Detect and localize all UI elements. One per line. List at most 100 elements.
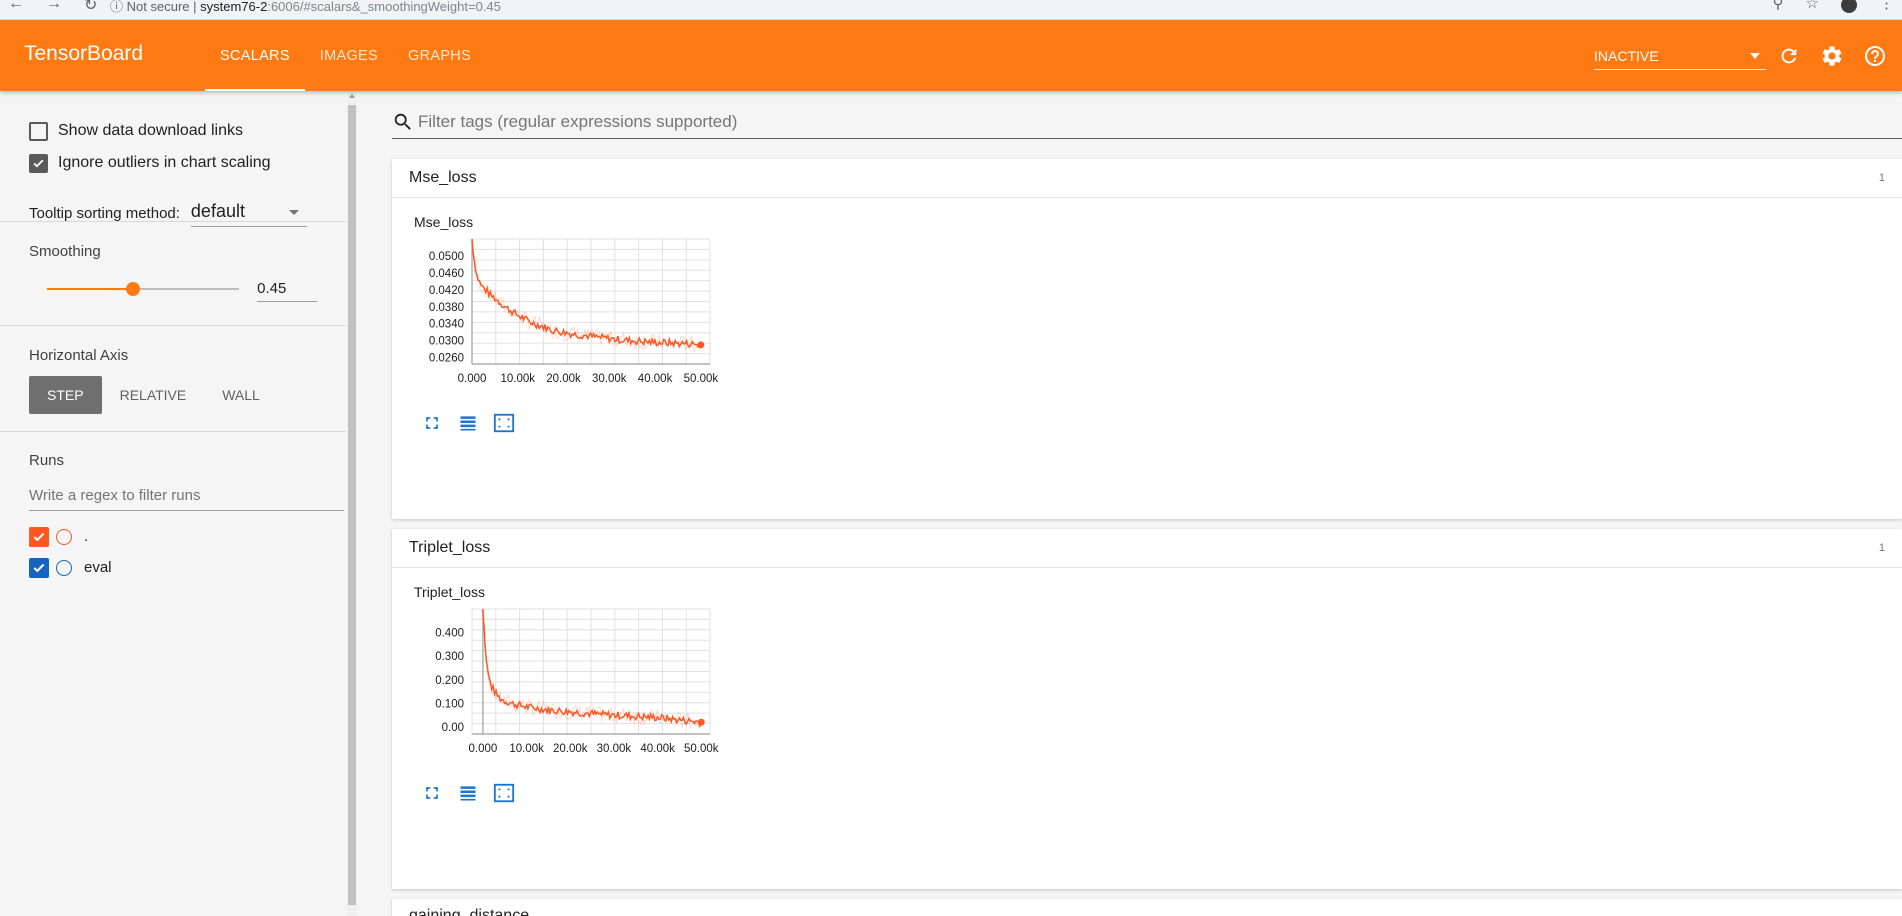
scalar-card-partial: gaining_distance [392, 899, 1902, 916]
series-last-point [697, 341, 705, 349]
show-download-links-label: Show data download links [58, 122, 244, 139]
series-last-point [697, 718, 705, 726]
ignore-outliers-label: Ignore outliers in chart scaling [58, 154, 271, 171]
axis-step-button[interactable]: STEP [29, 376, 102, 414]
fit-domain-icon[interactable] [492, 411, 516, 435]
smoothing-slider-handle[interactable] [126, 282, 141, 296]
tab-scalars[interactable]: SCALARS [205, 20, 305, 91]
series-line [471, 239, 702, 349]
show-download-links-checkbox[interactable] [29, 121, 48, 141]
x-tick-label: 10.00k [501, 373, 536, 385]
y-tick-label: 0.0340 [429, 319, 464, 331]
chevron-down-icon [288, 210, 299, 215]
card-header[interactable]: Triplet_loss 1 [392, 529, 1902, 568]
ignore-outliers-checkbox[interactable] [29, 153, 48, 173]
ignore-outliers-row[interactable]: Ignore outliers in chart scaling [29, 147, 317, 179]
smoothing-value-input[interactable]: 0.45 [257, 276, 317, 302]
tooltip-sorting-value: default [190, 201, 245, 221]
card-count: 1 [1878, 542, 1885, 554]
star-icon[interactable]: ☆ [1805, 0, 1819, 12]
avatar[interactable] [1841, 0, 1857, 13]
chart-grid [471, 608, 711, 735]
card-title: Mse_loss [409, 169, 477, 186]
y-tick-label: 0.200 [435, 675, 464, 687]
smoothing-label: Smoothing [29, 243, 101, 260]
mse-loss-chart[interactable]: 0.000 10.00k 20.00k 30.00k 40.00k 50.00k 0.026… [392, 229, 752, 394]
card-count: 1 [1878, 172, 1885, 184]
tab-bar: SCALARS IMAGES GRAPHS [205, 20, 486, 91]
sidebar-scrollbar[interactable] [347, 91, 357, 916]
y-tick-label: 0.00 [442, 722, 464, 734]
scrollbar-thumb[interactable] [348, 105, 356, 905]
x-tick-label: 40.00k [638, 373, 673, 385]
run-item[interactable]: eval [29, 552, 317, 583]
y-tick-label: 0.100 [435, 698, 464, 710]
run-item[interactable]: . [29, 521, 317, 552]
help-icon[interactable] [1861, 42, 1889, 70]
toggle-log-scale-icon[interactable] [456, 781, 480, 805]
series-line [482, 609, 702, 728]
menu-dots-icon[interactable]: ⋮ [1879, 0, 1894, 12]
y-tick-label: 0.400 [435, 628, 464, 640]
scroll-up-icon[interactable] [349, 94, 355, 98]
run-checkbox[interactable] [29, 557, 49, 578]
card-title: gaining_distance [409, 907, 530, 916]
chart-toolbar [420, 781, 516, 805]
checkmark-icon [33, 159, 44, 168]
runs-filter-input[interactable]: Write a regex to filter runs [29, 481, 344, 511]
y-tick-label: 0.0380 [429, 302, 464, 314]
show-download-links-row[interactable]: Show data download links [29, 115, 317, 147]
browser-right-icons: ⚲ ☆ ⋮ [1773, 0, 1894, 13]
smoothing-slider-fill [47, 288, 134, 290]
tag-filter[interactable]: Filter tags (regular expressions support… [392, 105, 1902, 139]
x-tick-label: 50.00k [684, 743, 719, 755]
x-tick-label: 20.00k [546, 373, 581, 385]
checkmark-icon [33, 532, 45, 541]
x-tick-label: 20.00k [553, 743, 588, 755]
chart-title: Triplet_loss [414, 584, 486, 600]
brand-title: TensorBoard [24, 42, 144, 65]
y-tick-label: 0.0260 [429, 353, 464, 365]
security-label: Not secure [126, 0, 190, 14]
run-color-swatch [56, 528, 72, 545]
refresh-icon[interactable] [1775, 42, 1803, 70]
x-tick-label: 0.000 [458, 373, 487, 385]
card-header[interactable]: Mse_loss 1 [392, 159, 1902, 198]
fullscreen-icon[interactable] [420, 411, 444, 435]
tab-graphs[interactable]: GRAPHS [408, 47, 472, 64]
horizontal-axis-label: Horizontal Axis [29, 347, 129, 364]
run-checkbox[interactable] [29, 526, 49, 547]
url-host: system76-2 [200, 0, 268, 14]
run-name: . [84, 528, 89, 545]
tooltip-sorting-label: Tooltip sorting method: [29, 204, 180, 222]
reload-icon[interactable]: ↻ [84, 0, 98, 14]
address-bar[interactable]: ⓘ Not secure | system76-2:6006/#scalars&… [110, 0, 501, 14]
back-icon[interactable]: ← [8, 0, 24, 12]
fullscreen-icon[interactable] [420, 781, 444, 805]
fit-domain-icon[interactable] [492, 781, 516, 805]
card-header[interactable]: gaining_distance [392, 899, 1902, 916]
zoom-icon[interactable]: ⚲ [1772, 0, 1784, 12]
tab-images[interactable]: IMAGES [319, 47, 378, 64]
y-tick-label: 0.300 [435, 651, 464, 663]
search-icon [394, 113, 411, 130]
horizontal-axis-section: Horizontal Axis STEP RELATIVE WALL [0, 326, 346, 432]
y-tick-label: 0.0500 [429, 251, 464, 263]
inactive-dashboard-select[interactable]: INACTIVE [1594, 46, 1766, 70]
axis-relative-button[interactable]: RELATIVE [119, 387, 187, 403]
scalar-card: Mse_loss 1 Mse_loss 0.000 10.00k 20.00k 30.… [392, 159, 1902, 519]
axis-wall-button[interactable]: WALL [222, 387, 260, 403]
smoothing-section: Smoothing 0.45 [0, 222, 346, 326]
toggle-log-scale-icon[interactable] [456, 411, 480, 435]
settings-icon[interactable] [1818, 42, 1846, 70]
x-tick-label: 0.000 [469, 743, 498, 755]
smoothing-slider[interactable] [47, 282, 240, 296]
runs-label: Runs [29, 452, 65, 469]
tooltip-sorting-dropdown[interactable]: default [190, 199, 307, 227]
app-header: TensorBoard SCALARS IMAGES GRAPHS INACTI… [0, 20, 1902, 91]
card-title: Triplet_loss [409, 539, 491, 556]
triplet-loss-chart[interactable]: 0.000 10.00k 20.00k 30.00k 40.00k 50.00k 0.00 0… [392, 599, 752, 764]
checkmark-icon [33, 563, 45, 572]
forward-icon[interactable]: → [46, 0, 62, 12]
x-tick-label: 10.00k [509, 743, 544, 755]
